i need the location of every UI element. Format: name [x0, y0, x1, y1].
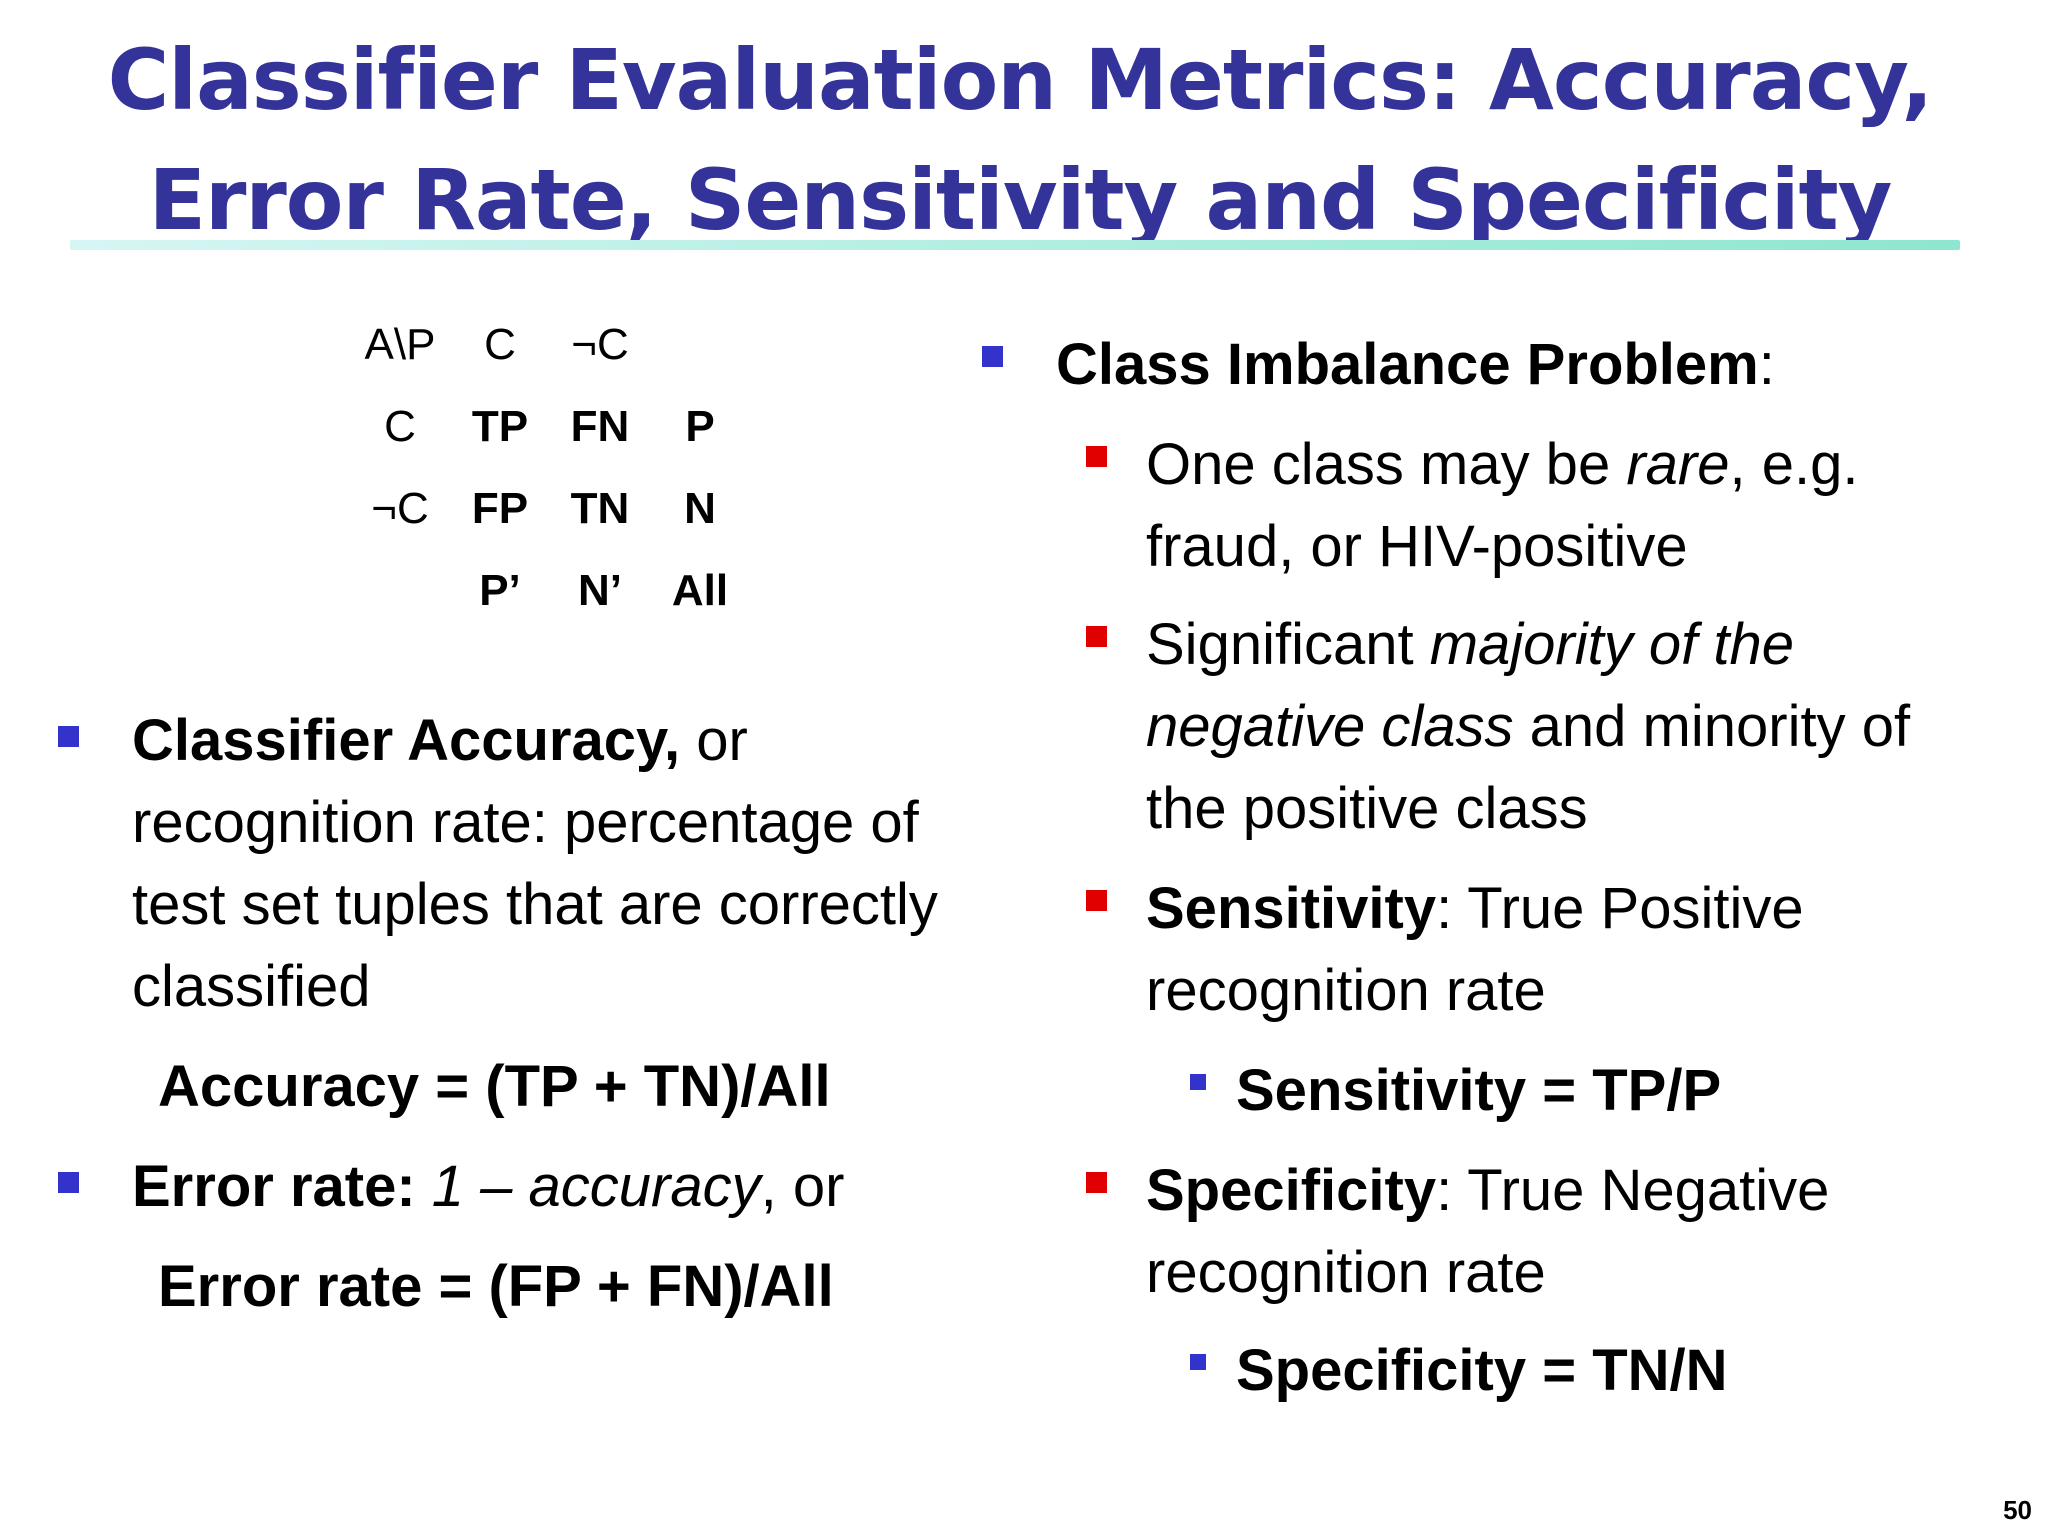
matrix-n-prime: N’	[578, 566, 622, 615]
slide-title: Classifier Evaluation Metrics: Accuracy,…	[60, 20, 1980, 260]
title-underline	[70, 240, 1960, 250]
matrix-fp: FP	[471, 484, 529, 533]
matrix-col-c: C	[484, 320, 516, 369]
error-rate-formula: Error rate = (FP + FN)/All	[158, 1254, 834, 1319]
majority-bullet: Significant majority of the negative cla…	[1146, 612, 1911, 841]
error-rate-bullet: Error rate: 1 – accuracy, or	[132, 1154, 845, 1219]
imbalance-bullet: Class Imbalance Problem:	[1056, 332, 1775, 397]
matrix-p-prime: P’	[479, 566, 521, 615]
accuracy-bullet: Classifier Accuracy, or recognition rate…	[132, 708, 938, 1019]
bullet-square	[1190, 1074, 1206, 1090]
matrix-fn: FN	[570, 402, 630, 451]
imbalance-term: Class Imbalance Problem	[1056, 332, 1759, 397]
matrix-tn: TN	[570, 484, 630, 533]
accuracy-term: Classifier Accuracy,	[132, 708, 681, 773]
matrix-n: N	[684, 484, 716, 533]
matrix-all: All	[671, 566, 729, 615]
title-line-1: Classifier Evaluation Metrics: Accuracy,	[107, 31, 1934, 129]
bullet-square	[58, 726, 79, 747]
specificity-bullet: Specificity: True Negative recognition r…	[1146, 1158, 1830, 1305]
title-line-2: Error Rate, Sensitivity and Specificity	[148, 151, 1893, 249]
bullet-square	[58, 1172, 79, 1193]
bullet-square	[1086, 626, 1107, 647]
specificity-formula: Specificity = TN/N	[1236, 1338, 1728, 1403]
matrix-row-c: C	[384, 402, 416, 451]
matrix-col-not-c: ¬C	[571, 320, 629, 369]
page-number: 50	[2003, 1495, 2032, 1525]
matrix-corner: A\P	[364, 320, 436, 369]
rare-class-bullet: One class may be rare, e.g. fraud, or HI…	[1146, 432, 1859, 579]
bullet-square	[1190, 1354, 1206, 1370]
specificity-term: Specificity	[1146, 1158, 1437, 1223]
accuracy-formula: Accuracy = (TP + TN)/All	[158, 1054, 831, 1119]
sensitivity-formula: Sensitivity = TP/P	[1236, 1058, 1722, 1123]
bullet-square	[982, 346, 1003, 367]
bullet-square	[1086, 446, 1107, 467]
bullet-square	[1086, 1172, 1107, 1193]
bullet-square	[1086, 890, 1107, 911]
matrix-row-not-c: ¬C	[371, 484, 429, 533]
matrix-tp: TP	[471, 402, 529, 451]
sensitivity-bullet: Sensitivity: True Positive recognition r…	[1146, 876, 1804, 1023]
sensitivity-term: Sensitivity	[1146, 876, 1437, 941]
matrix-p: P	[685, 402, 715, 451]
error-rate-term: Error rate:	[132, 1154, 416, 1219]
